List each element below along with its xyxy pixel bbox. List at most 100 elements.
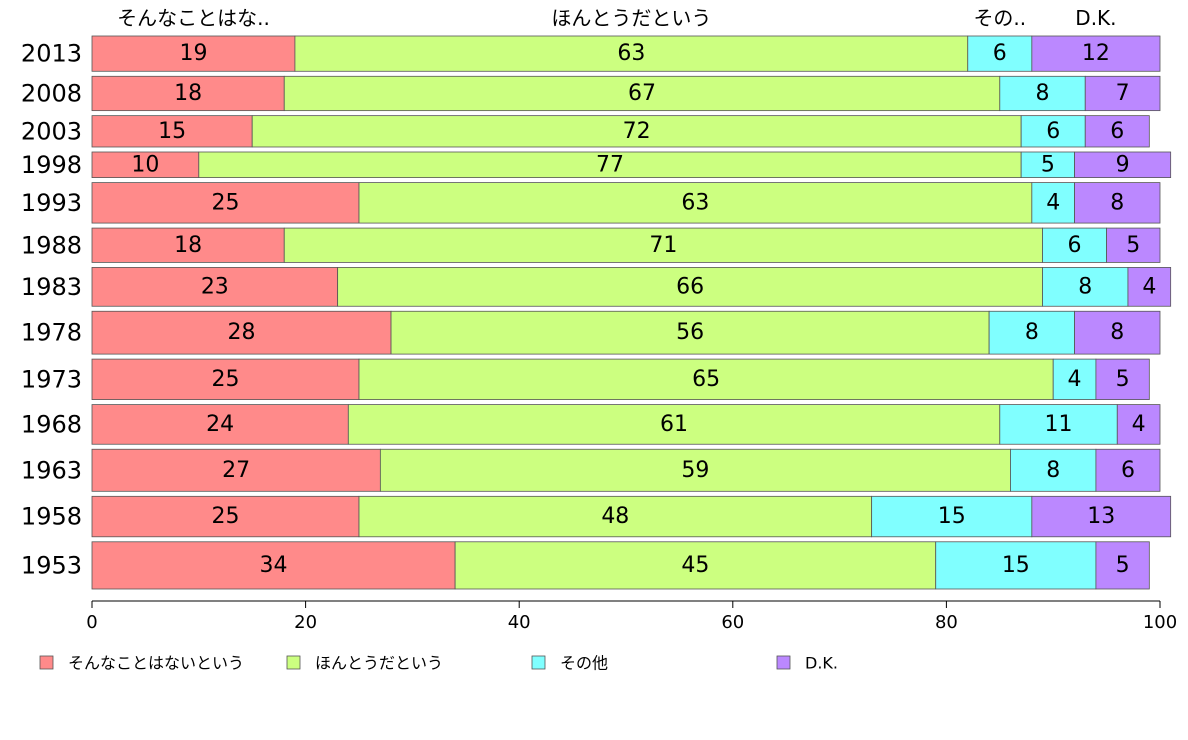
bar-value-label-2013-2: 6 (993, 41, 1007, 66)
bar-value-label-1953-2: 15 (1002, 553, 1030, 578)
bar-value-label-1978-0: 28 (228, 320, 256, 345)
bar-segment-1973-3 (1095, 358, 1150, 400)
bar-value-label-1968-0: 24 (206, 412, 234, 437)
bar-value-label-1958-0: 25 (212, 504, 240, 529)
bar-segment-1998-1 (198, 151, 1022, 178)
bar-segment-2008-3 (1084, 75, 1161, 112)
bar-segment-1988-2 (1042, 227, 1108, 263)
bar-segment-1998-3 (1074, 151, 1172, 178)
bar-value-label-2013-3: 12 (1082, 41, 1110, 66)
bar-segment-1953-2 (935, 541, 1097, 590)
bar-value-label-1963-3: 6 (1121, 458, 1135, 483)
bar-value-label-1953-3: 5 (1116, 553, 1130, 578)
bar-value-label-1953-0: 34 (260, 553, 288, 578)
bar-segment-1978-3 (1074, 310, 1161, 355)
bar-segment-1963-2 (1010, 448, 1097, 492)
bar-value-label-1968-1: 61 (660, 412, 688, 437)
series-header-1: ほんとうだという (551, 6, 711, 30)
year-label-1963: 1963 (21, 456, 82, 484)
bar-segment-2003-3 (1084, 115, 1150, 148)
bar-value-label-1988-0: 18 (174, 233, 202, 258)
bar-segment-2013-2 (967, 35, 1033, 72)
bar-value-label-1998-0: 10 (131, 152, 159, 177)
bar-value-label-1983-0: 23 (201, 274, 229, 299)
bar-segment-1988-3 (1106, 227, 1161, 263)
bar-segment-1973-1 (358, 358, 1054, 400)
x-tick-label-0: 0 (86, 612, 97, 633)
bar-value-label-1963-1: 59 (681, 458, 709, 483)
bar-segment-1993-1 (358, 182, 1033, 224)
bar-segment-1958-2 (871, 495, 1033, 538)
bar-value-label-2003-3: 6 (1110, 119, 1124, 144)
series-header-3: D.K. (1075, 6, 1116, 30)
bar-value-label-1958-3: 13 (1087, 504, 1115, 529)
legend-label-1: ほんとうだという (315, 654, 443, 673)
bar-segment-2013-3 (1031, 35, 1161, 72)
bar-segment-1978-2 (988, 310, 1075, 355)
bar-segment-1968-0 (91, 404, 349, 445)
series-header-0: そんなことはな.. (117, 6, 270, 30)
bar-value-label-2003-1: 72 (623, 119, 651, 144)
bar-value-label-1993-2: 4 (1046, 190, 1060, 215)
bar-value-label-2003-0: 15 (158, 119, 186, 144)
bar-value-label-2013-1: 63 (617, 41, 645, 66)
year-label-2003: 2003 (21, 117, 82, 145)
bar-value-label-1998-3: 9 (1116, 152, 1130, 177)
year-label-1953: 1953 (21, 551, 82, 579)
bar-value-label-1978-1: 56 (676, 320, 704, 345)
bar-segment-1963-0 (91, 448, 381, 492)
bar-value-label-1958-1: 48 (601, 504, 629, 529)
bar-value-label-2008-3: 7 (1116, 81, 1130, 106)
bar-segment-1973-2 (1052, 358, 1097, 400)
bar-value-label-1993-3: 8 (1110, 190, 1124, 215)
bar-segment-1953-0 (91, 541, 456, 590)
bar-value-label-1973-0: 25 (212, 367, 240, 392)
year-label-1978: 1978 (21, 319, 82, 347)
bar-value-label-1988-3: 5 (1126, 233, 1140, 258)
x-tick-label-20: 20 (294, 612, 317, 633)
bar-segment-1993-2 (1031, 182, 1075, 224)
year-label-1973: 1973 (21, 365, 82, 393)
bar-value-label-1963-0: 27 (222, 458, 250, 483)
legend-label-3: D.K. (805, 654, 838, 673)
bar-segment-1958-1 (358, 495, 873, 538)
bar-value-label-1968-3: 4 (1132, 412, 1146, 437)
legend-swatch-3 (776, 655, 791, 670)
bar-value-label-2003-2: 6 (1046, 119, 1060, 144)
year-label-2013: 2013 (21, 40, 82, 68)
bar-value-label-1988-2: 6 (1068, 233, 1082, 258)
bar-segment-1968-2 (999, 404, 1118, 445)
bar-segment-2013-0 (91, 35, 296, 72)
bar-segment-1983-2 (1042, 267, 1129, 307)
bar-segment-2008-2 (999, 75, 1086, 112)
bar-segment-1953-3 (1095, 541, 1150, 590)
year-label-1988: 1988 (21, 231, 82, 259)
bar-segment-1963-3 (1095, 448, 1161, 492)
year-label-1968: 1968 (21, 410, 82, 438)
legend-label-2: その他 (560, 654, 608, 673)
legend-label-0: そんなことはないという (68, 654, 244, 673)
bar-segment-1968-1 (347, 404, 1001, 445)
bar-segment-1993-0 (91, 182, 360, 224)
bar-value-label-1993-1: 63 (681, 190, 709, 215)
bar-segment-1983-3 (1127, 267, 1172, 307)
bar-value-label-1988-1: 71 (649, 233, 677, 258)
bar-segment-1953-1 (454, 541, 937, 590)
bar-value-label-1973-1: 65 (692, 367, 720, 392)
year-label-2008: 2008 (21, 79, 82, 107)
legend-swatch-0 (39, 655, 54, 670)
bar-value-label-1983-2: 8 (1078, 274, 1092, 299)
bar-value-label-1983-1: 66 (676, 274, 704, 299)
year-label-1993: 1993 (21, 189, 82, 217)
bar-value-label-1958-2: 15 (938, 504, 966, 529)
bar-segment-1998-0 (91, 151, 200, 178)
bar-segment-1983-0 (91, 267, 339, 307)
x-tick-label-60: 60 (721, 612, 744, 633)
bar-segment-1958-0 (91, 495, 360, 538)
bar-value-label-1993-0: 25 (212, 190, 240, 215)
bar-segment-1988-0 (91, 227, 285, 263)
bar-value-label-1973-3: 5 (1116, 367, 1130, 392)
bar-value-label-1963-2: 8 (1046, 458, 1060, 483)
bar-segment-1963-1 (379, 448, 1011, 492)
